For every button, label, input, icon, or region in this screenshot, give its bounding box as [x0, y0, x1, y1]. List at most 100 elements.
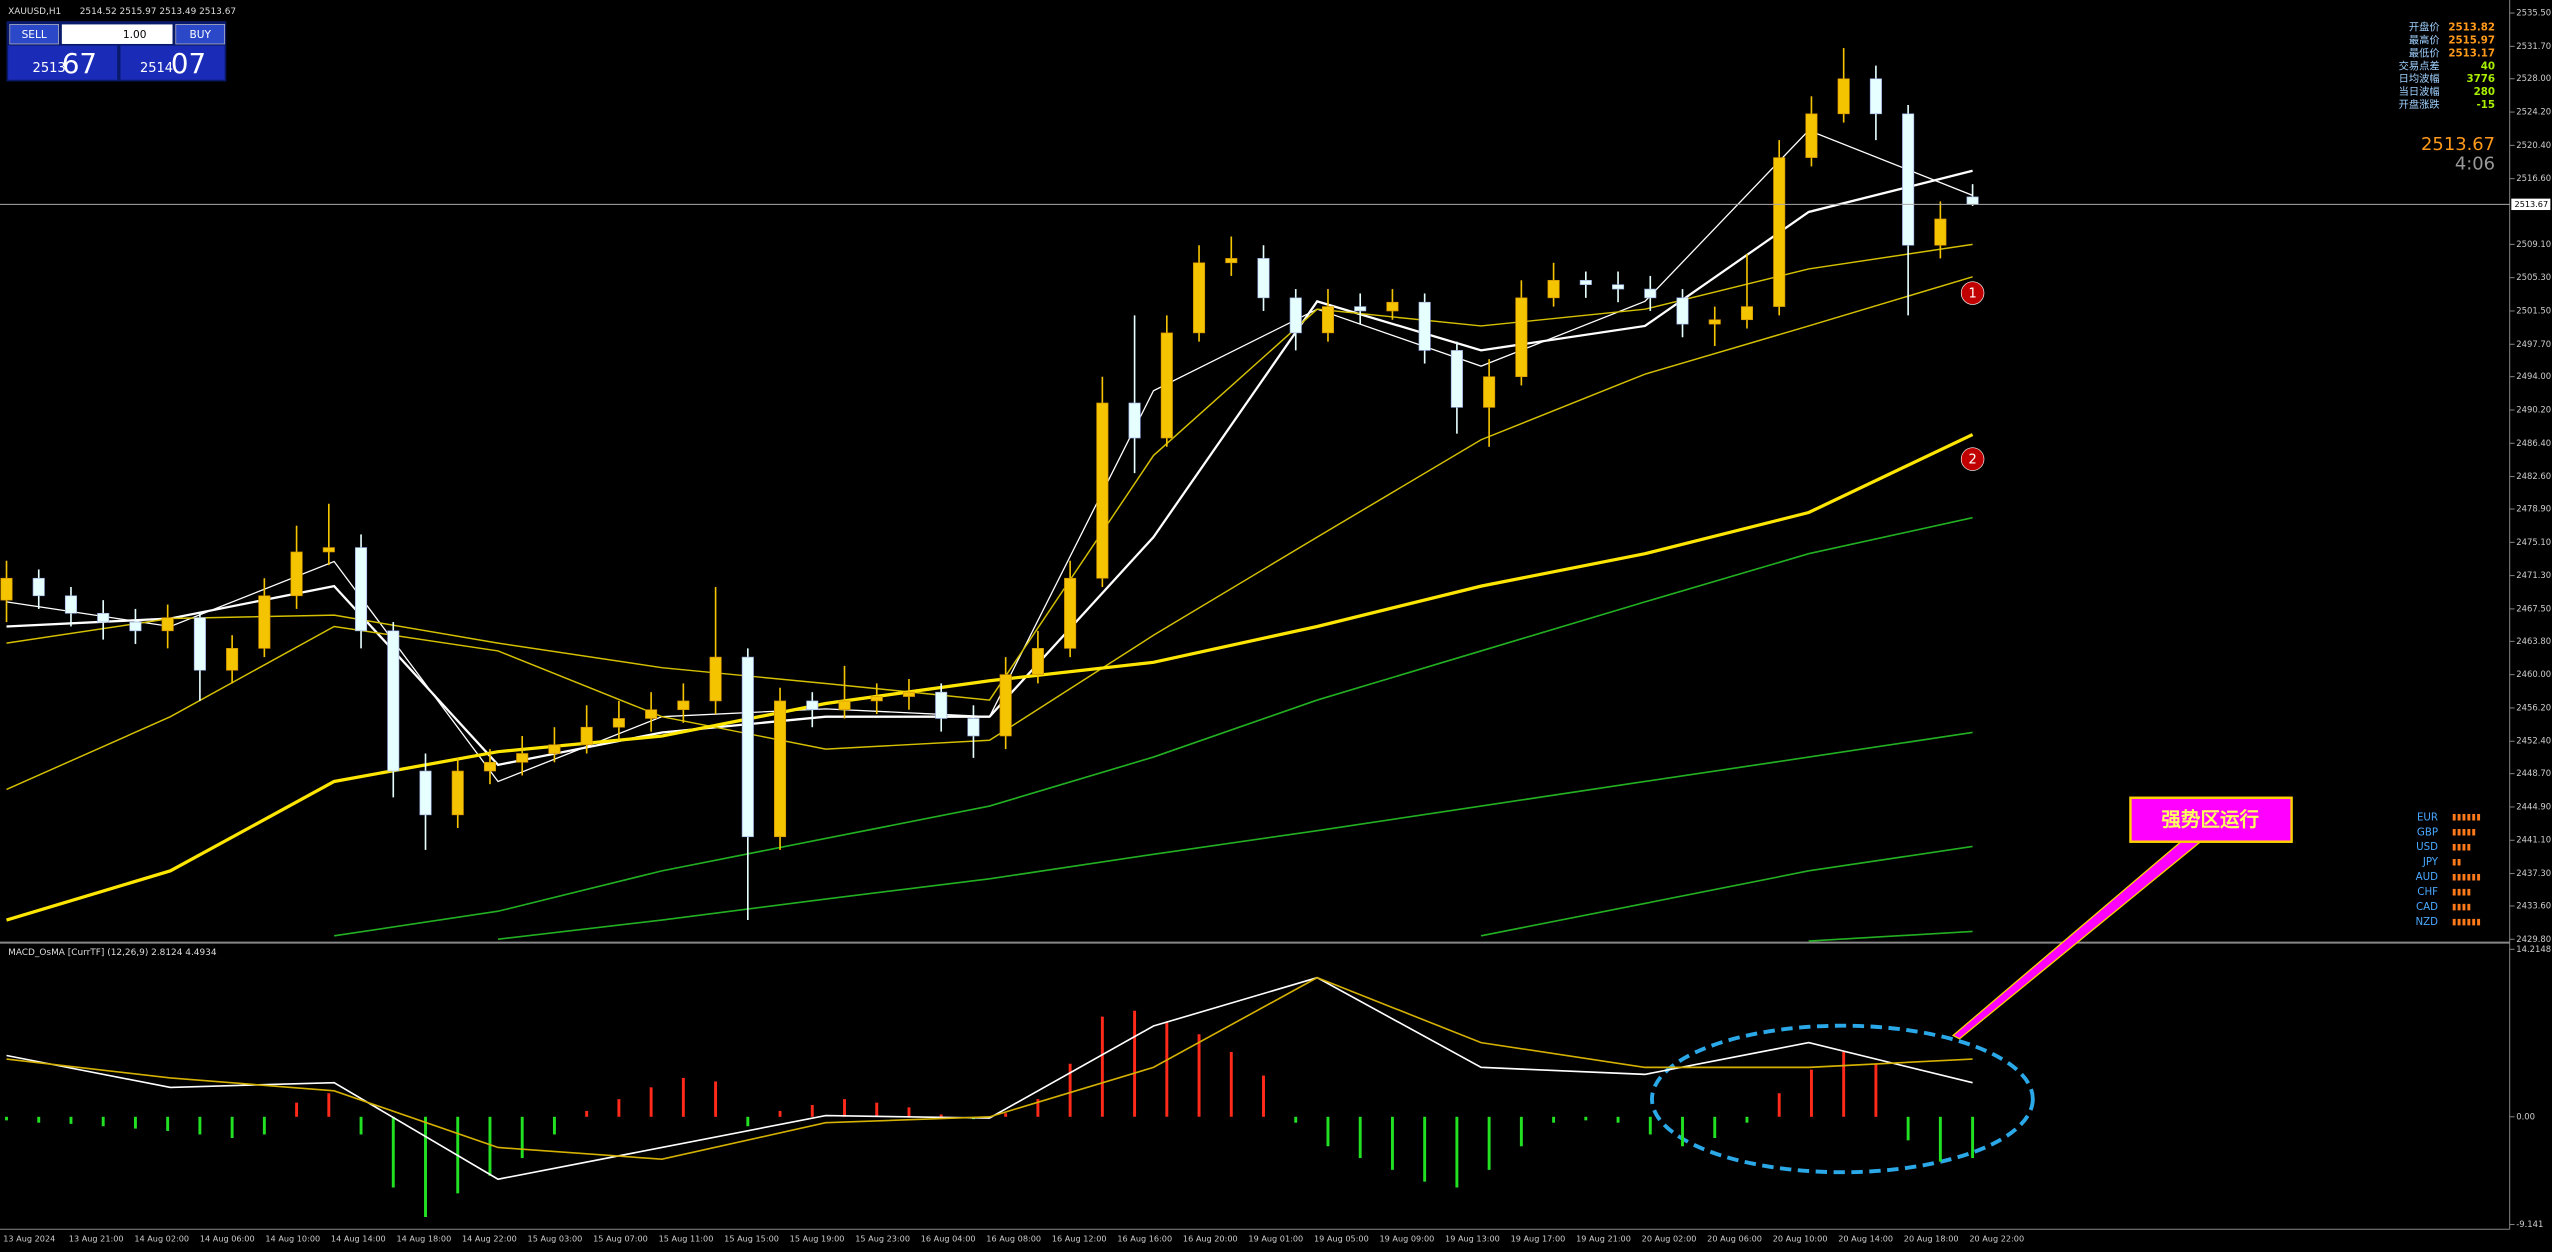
currency-name: CAD	[2416, 901, 2438, 913]
y-tick-label: 2516.60	[2516, 173, 2551, 183]
candle-body	[1740, 306, 1753, 321]
candle-body	[1096, 402, 1109, 579]
candle-body	[1805, 113, 1818, 158]
indicator-line	[497, 731, 1973, 941]
y-tick-label: 2497.70	[2516, 339, 2551, 349]
candle-body	[548, 744, 561, 754]
indicator-line	[6, 276, 1973, 791]
timer: 4:06	[2455, 153, 2495, 174]
candle-body	[1708, 319, 1721, 325]
candle-body	[516, 753, 529, 763]
buy-price-big: 2514	[140, 61, 173, 76]
x-tick-label: 14 Aug 02:00	[134, 1233, 189, 1243]
candle-body	[483, 761, 496, 772]
sell-price-box[interactable]	[8, 45, 118, 80]
indicator-line	[6, 433, 1974, 922]
x-tick-label: 16 Aug 16:00	[1117, 1233, 1172, 1243]
sell-button[interactable]	[9, 24, 59, 45]
x-tick-label: 19 Aug 21:00	[1576, 1233, 1631, 1243]
x-tick-label: 15 Aug 03:00	[528, 1233, 583, 1243]
candle-body	[1837, 78, 1850, 115]
candle-body	[709, 656, 722, 702]
x-tick-label: 15 Aug 15:00	[724, 1233, 779, 1243]
candle-body	[1354, 306, 1367, 312]
indicator-line	[6, 976, 1973, 1181]
marker	[1960, 281, 1985, 305]
sell-price-small: 67	[62, 47, 97, 80]
indicator-line	[334, 516, 1973, 937]
x-tick-label: 15 Aug 19:00	[790, 1233, 845, 1243]
candle-body	[1450, 350, 1463, 408]
candle-body	[64, 595, 77, 614]
candle-body	[1386, 301, 1399, 312]
candle-body	[774, 700, 787, 838]
info-value: 2515.97	[2448, 35, 2495, 47]
candle-body	[806, 700, 819, 711]
candle-body	[1612, 284, 1625, 290]
candle-body	[290, 551, 303, 597]
y-tick-label: 2531.70	[2516, 41, 2551, 51]
y-tick-label: 2467.50	[2516, 603, 2551, 613]
y-tick-label: 2524.20	[2516, 107, 2551, 117]
candle-body	[355, 547, 368, 632]
y-tick-label: 2509.10	[2516, 239, 2551, 249]
candle-body	[1418, 301, 1431, 351]
symbol: XAUUSD,H1	[8, 7, 61, 17]
info-value: 40	[2481, 60, 2495, 72]
trade-panel: SELL 1.00 BUY 2513 67 2514 07	[6, 21, 227, 82]
candle-body	[1031, 648, 1044, 675]
y-tick-label: 2463.80	[2516, 636, 2551, 646]
buy-price-box[interactable]	[120, 45, 225, 80]
candle-body	[1869, 78, 1882, 115]
y-tick-label: 2433.60	[2516, 900, 2551, 910]
last-price-tag: 2513.67	[2515, 199, 2549, 209]
x-tick-label: 13 Aug 21:00	[69, 1233, 124, 1243]
info-value: 280	[2474, 86, 2495, 98]
y-tick-label: 2501.50	[2516, 305, 2551, 315]
currency-name: USD	[2416, 841, 2438, 853]
marker-label: 2	[1968, 452, 1976, 467]
candle-body	[1515, 297, 1528, 378]
y-tick-label: 2494.00	[2516, 371, 2551, 381]
info-label: 最高价	[2409, 34, 2440, 47]
x-tick-label: 20 Aug 22:00	[1969, 1233, 2024, 1243]
candle-body	[419, 770, 432, 816]
candle-body	[838, 700, 851, 711]
currency-name: JPY	[2422, 856, 2439, 868]
currency-name: NZD	[2415, 916, 2438, 928]
currency-name: GBP	[2417, 826, 2438, 838]
candle-body	[322, 547, 335, 553]
x-tick-label: 20 Aug 06:00	[1707, 1233, 1762, 1243]
y-tick-label: 2535.50	[2516, 8, 2551, 18]
candle-body	[999, 674, 1012, 737]
x-tick-label: 20 Aug 02:00	[1642, 1233, 1697, 1243]
y-tick-label: 2471.30	[2516, 570, 2551, 580]
buy-button[interactable]	[175, 24, 226, 45]
candle-body	[741, 656, 754, 838]
lot-field[interactable]	[61, 24, 173, 44]
y-tick-label: 2460.00	[2516, 669, 2551, 679]
info-label: 最低价	[2409, 46, 2440, 59]
x-tick-label: 19 Aug 05:00	[1314, 1233, 1369, 1243]
x-tick-label: 14 Aug 10:00	[265, 1233, 320, 1243]
y-tick-label: -9.141	[2516, 1219, 2543, 1229]
x-tick-label: 19 Aug 17:00	[1511, 1233, 1566, 1243]
info-value: 2513.82	[2448, 22, 2495, 34]
info-value: -15	[2477, 99, 2496, 111]
indicator-line	[6, 976, 1973, 1161]
candle-body	[161, 617, 174, 632]
buy-label: BUY	[189, 29, 211, 41]
sell-price-big: 2513	[33, 61, 66, 76]
x-tick-label: 15 Aug 07:00	[593, 1233, 648, 1243]
marker	[1960, 447, 1985, 471]
x-tick-label: 14 Aug 18:00	[396, 1233, 451, 1243]
y-tick-label: 2452.40	[2516, 736, 2551, 746]
last-price: 2513.67	[2421, 134, 2495, 155]
indicator-line	[6, 169, 1973, 767]
candle-body	[97, 612, 110, 623]
x-tick-label: 16 Aug 12:00	[1052, 1233, 1107, 1243]
y-tick-label: 2482.60	[2516, 471, 2551, 481]
candle-body	[612, 718, 625, 728]
